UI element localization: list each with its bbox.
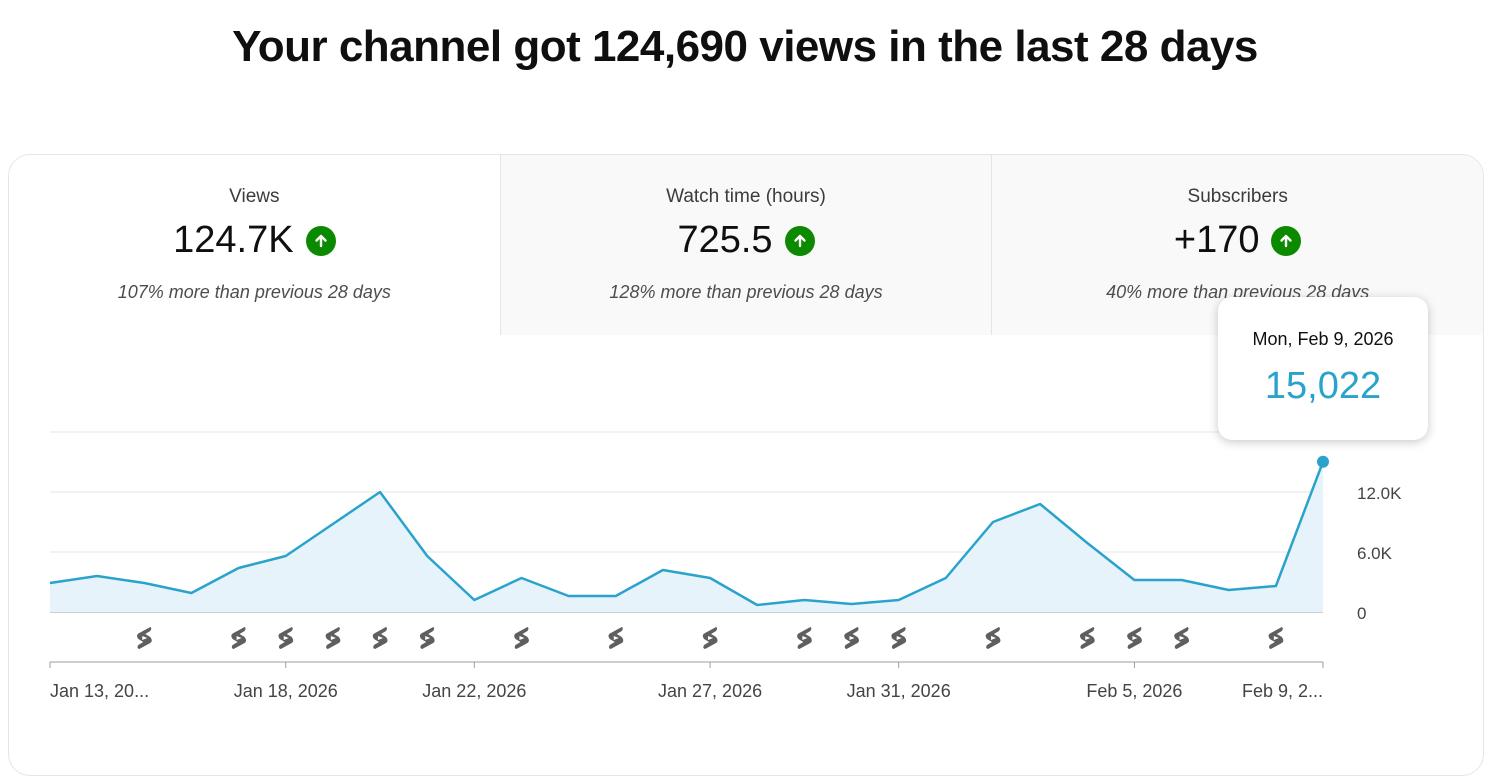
chart-tooltip: Mon, Feb 9, 2026 15,022 (1218, 297, 1428, 440)
tab-value: +170 (1173, 219, 1260, 261)
arrow-up-circle-icon (784, 225, 815, 256)
x-tick-label: Jan 22, 2026 (422, 681, 526, 701)
youtube-shorts-icon (702, 627, 718, 649)
youtube-shorts-icon (608, 627, 624, 649)
shorts-play-glyph (378, 636, 384, 640)
tab-label: Views (229, 186, 280, 207)
youtube-shorts-icon (137, 627, 152, 649)
x-tick-label: Jan 18, 2026 (234, 681, 338, 701)
youtube-shorts-icon (1079, 627, 1095, 649)
shorts-play-glyph (1273, 636, 1279, 640)
tab-value: 124.7K (173, 219, 294, 261)
shorts-play-glyph (849, 636, 855, 640)
y-tick-label: 0 (1357, 604, 1366, 623)
tab-value: 725.5 (677, 219, 773, 261)
shorts-play-glyph (1132, 636, 1138, 640)
shorts-play-glyph (802, 636, 808, 640)
youtube-shorts-icon (891, 627, 907, 649)
highlighted-data-point (1317, 455, 1329, 468)
arrow-up-circle-icon (305, 225, 336, 256)
shorts-play-glyph (519, 636, 525, 640)
x-tick-label: Feb 5, 2026 (1086, 681, 1182, 701)
page-headline: Your channel got 124,690 views in the la… (232, 22, 1258, 71)
views-chart: 0 6.0K 12.0K Jan 13, 20... Jan 18, 2026 Jan 2… (49, 431, 1402, 701)
youtube-shorts-icon (372, 627, 388, 649)
youtube-shorts-icon (231, 627, 247, 649)
analytics-card: Views 124.7K 107% more than previous 28 … (8, 154, 1484, 776)
tab-value-row: +170 (992, 219, 1483, 262)
y-tick-label: 12.0K (1357, 484, 1402, 503)
shorts-play-glyph (896, 636, 902, 640)
shorts-play-glyph (425, 636, 431, 640)
views-area-fill (50, 461, 1323, 612)
youtube-shorts-icon (1268, 627, 1284, 649)
tab-label: Subscribers (1187, 186, 1288, 207)
youtube-shorts-icon (1174, 627, 1190, 649)
shorts-play-glyph (142, 636, 148, 640)
youtube-shorts-icon (985, 627, 1001, 649)
x-tick-label: Jan 27, 2026 (658, 681, 762, 701)
y-tick-label: 6.0K (1357, 544, 1393, 563)
tooltip-date: Mon, Feb 9, 2026 (1252, 329, 1394, 349)
shorts-play-glyph (236, 636, 242, 640)
tab-label: Watch time (hours) (666, 186, 826, 207)
tab-views[interactable]: Views 124.7K 107% more than previous 28 … (9, 155, 500, 335)
shorts-play-glyph (613, 636, 619, 640)
x-tick-label: Jan 31, 2026 (847, 681, 951, 701)
tab-value-row: 725.5 (501, 219, 992, 262)
shorts-play-glyph (283, 636, 289, 640)
youtube-shorts-icon (1127, 627, 1142, 649)
tab-comparison: 107% more than previous 28 days (117, 282, 391, 302)
youtube-shorts-icon (419, 627, 435, 649)
youtube-shorts-icon (278, 627, 294, 649)
youtube-shorts-icon (514, 627, 529, 649)
shorts-play-glyph (708, 636, 714, 640)
x-tick-label: Jan 13, 20... (50, 681, 149, 701)
metric-tabs: Views 124.7K 107% more than previous 28 … (9, 155, 1483, 335)
shorts-play-glyph (1179, 636, 1185, 640)
youtube-shorts-icon (844, 627, 860, 649)
arrow-up-circle-icon (1271, 225, 1302, 256)
tab-watch-time[interactable]: Watch time (hours) 725.5 128% more than … (499, 155, 992, 335)
views-line (49, 461, 1325, 607)
shorts-play-glyph (1085, 636, 1091, 640)
tooltip-value: 15,022 (1264, 365, 1382, 407)
tab-value-row: 124.7K (9, 219, 500, 262)
youtube-shorts-icon (797, 627, 812, 649)
shorts-play-glyph (990, 636, 996, 640)
x-tick-label: Feb 9, 2... (1242, 681, 1323, 701)
youtube-shorts-icon (325, 627, 341, 649)
tab-comparison: 128% more than previous 28 days (609, 282, 883, 302)
shorts-play-glyph (330, 636, 336, 640)
